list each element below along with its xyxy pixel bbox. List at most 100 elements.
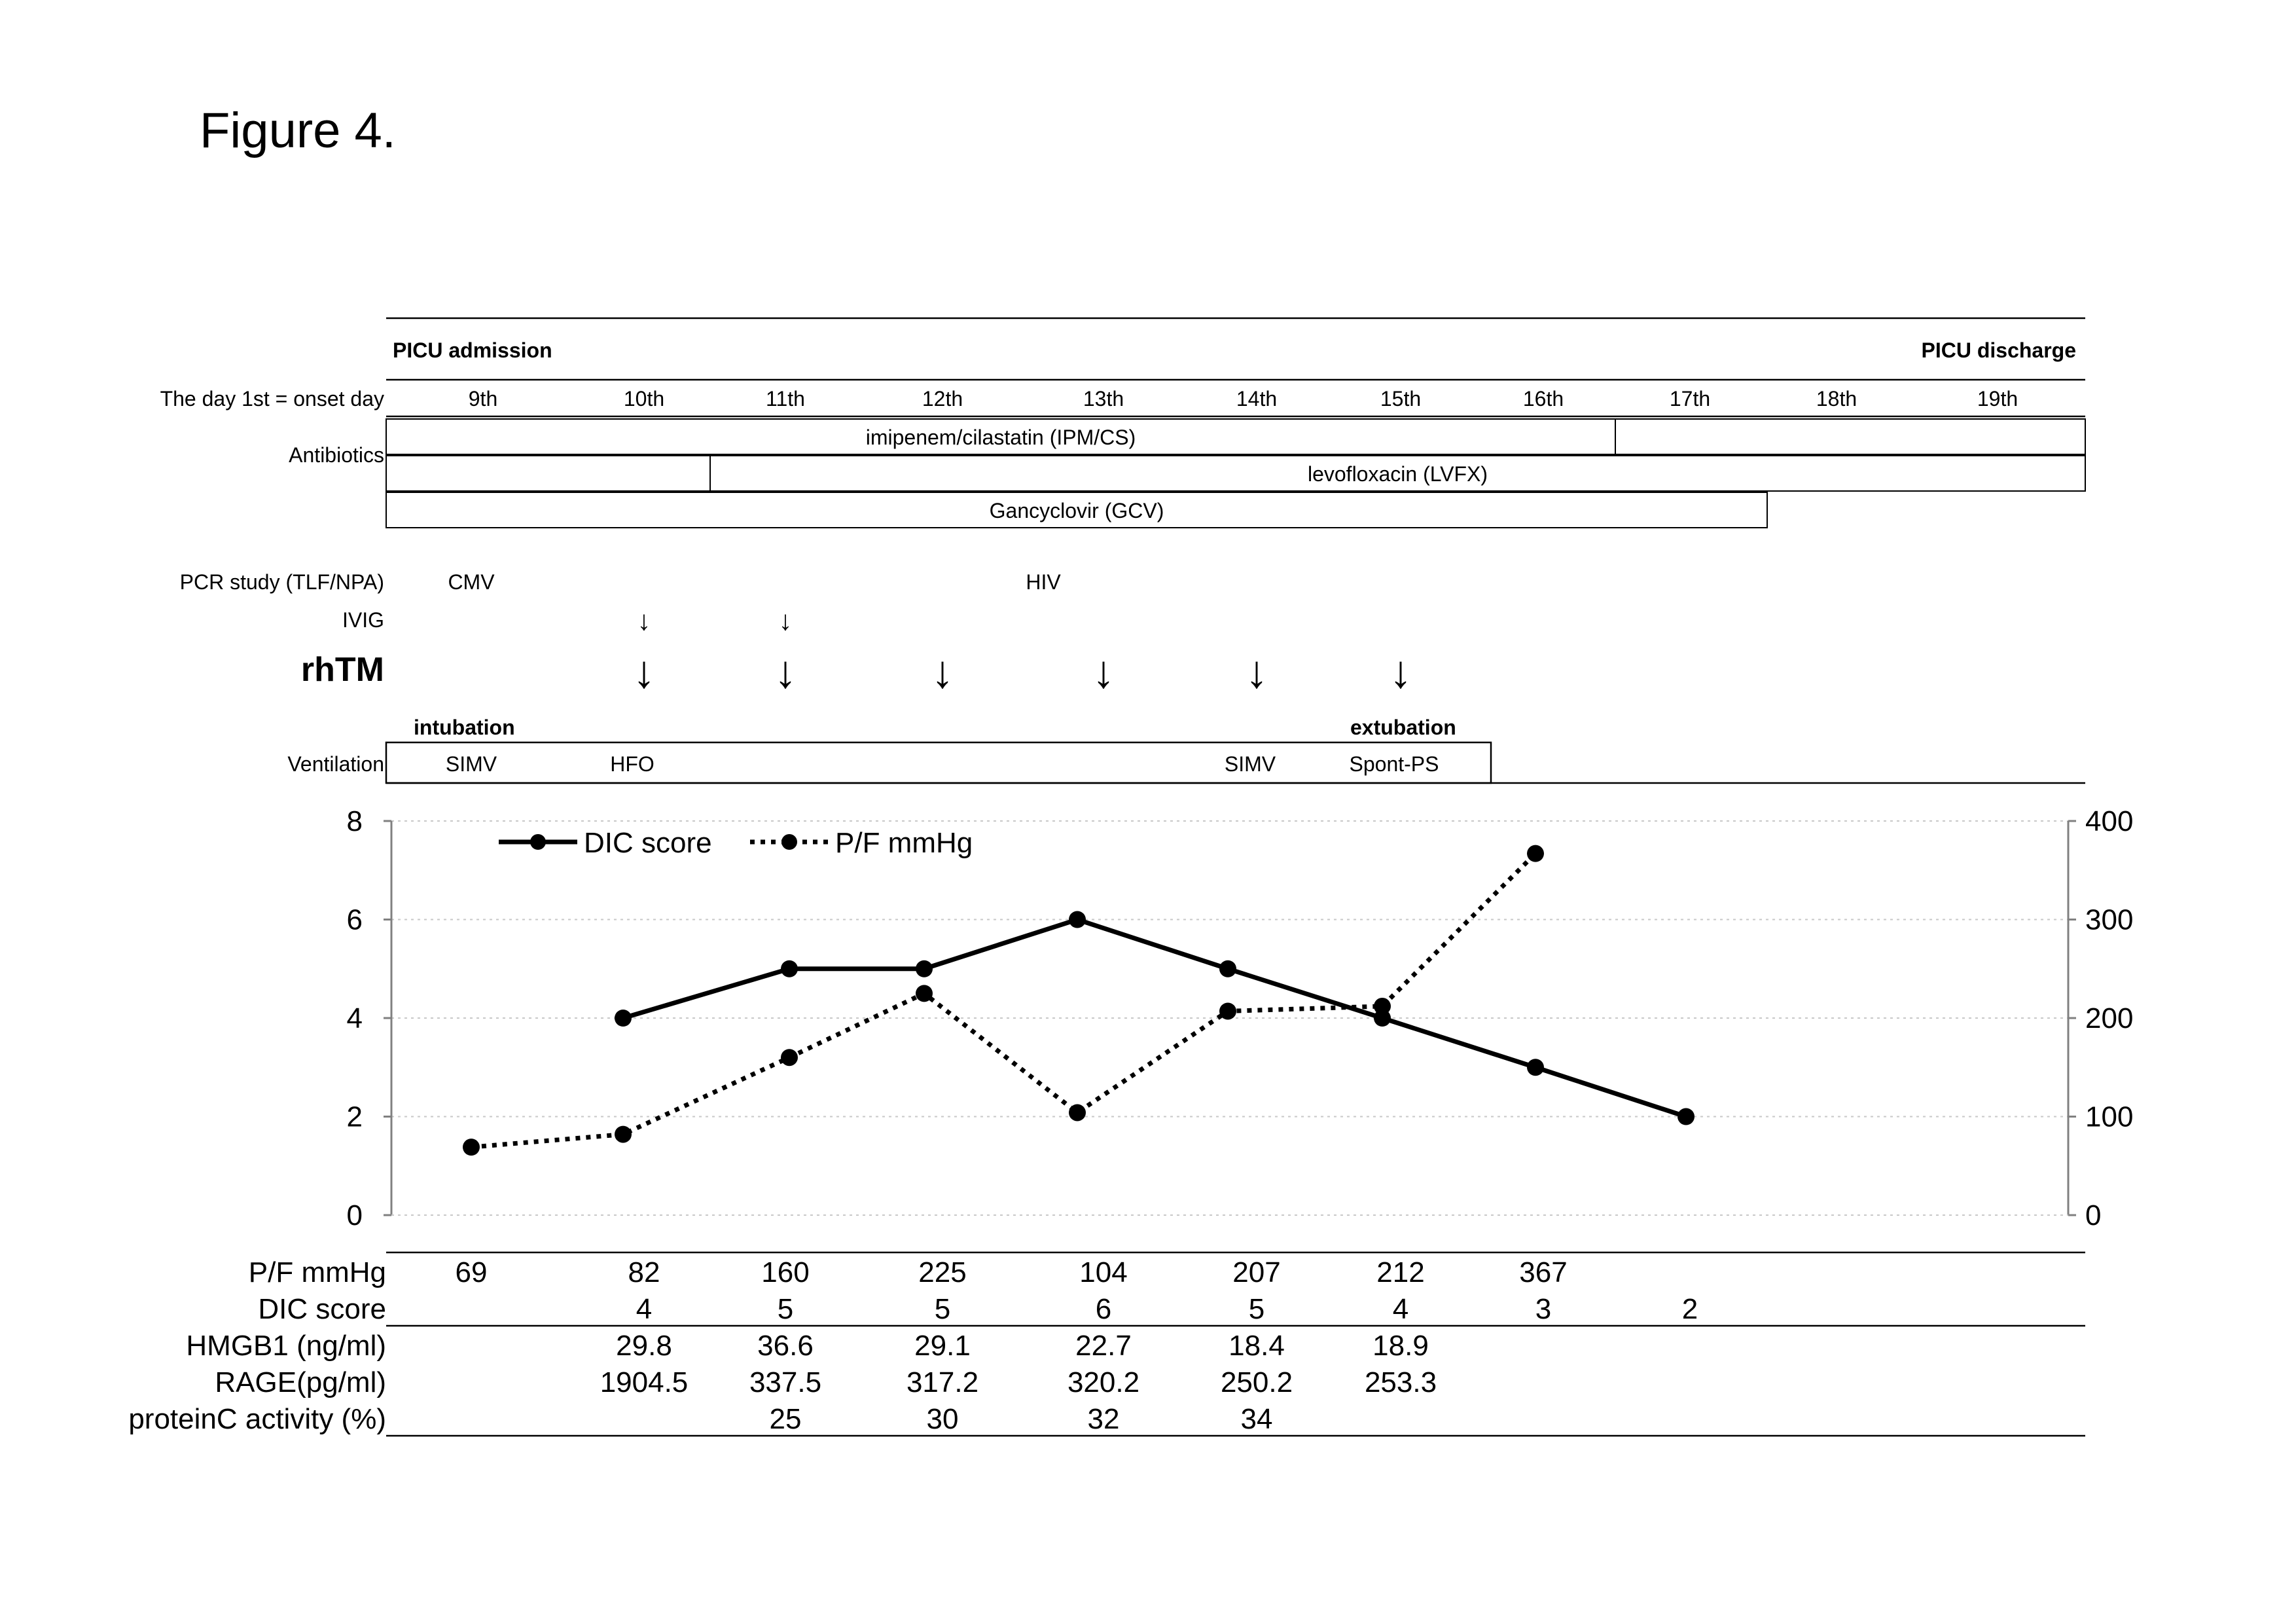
ventilation-mode: SIMV — [1225, 752, 1276, 776]
day-label-10th: 10th — [624, 387, 664, 410]
rhtm-arrow-icon: ↓ — [931, 646, 954, 697]
table-row-label: HMGB1 (ng/ml) — [186, 1330, 386, 1362]
picu-admission-label: PICU admission — [393, 338, 552, 362]
antibiotic-bar — [386, 492, 1768, 528]
legend-label: DIC score — [584, 827, 712, 859]
y-left-tick-label: 0 — [347, 1199, 363, 1231]
legend-label: P/F mmHg — [835, 827, 973, 859]
day-label-9th: 9th — [469, 387, 497, 410]
antibiotic-name: Gancyclovir (GCV) — [990, 499, 1164, 522]
pcr-label: PCR study (TLF/NPA) — [180, 570, 384, 594]
table-cell: 5 — [778, 1293, 793, 1325]
data-point — [615, 1125, 632, 1143]
pcr-entry: HIV — [1026, 570, 1061, 594]
data-point — [916, 960, 933, 977]
day-label-11th: 11th — [766, 387, 805, 410]
table-cell: 32 — [1088, 1403, 1120, 1435]
extubation-label: extubation — [1350, 716, 1456, 739]
figure-title: Figure 4. — [200, 103, 396, 158]
antibiotics-section: Antibiotics imipenem/cilastatin (IPM/CS)… — [289, 418, 2086, 528]
table-row-label: P/F mmHg — [249, 1256, 386, 1288]
ventilation-modes: SIMV HFO SIMV Spont-PS — [446, 752, 1439, 776]
table-cell: 5 — [1249, 1293, 1265, 1325]
day-label-16th: 16th — [1523, 387, 1564, 410]
table-cell: 250.2 — [1221, 1366, 1293, 1398]
ivig-arrows: ↓ ↓ — [637, 605, 793, 636]
table-cell: 317.2 — [906, 1366, 978, 1398]
table-cell: 5 — [935, 1293, 950, 1325]
data-point — [1374, 997, 1391, 1015]
table-cell: 4 — [1393, 1293, 1408, 1325]
antibiotic-bar-empty — [1615, 418, 2086, 455]
y-left-tick-label: 6 — [347, 904, 363, 936]
data-point — [1374, 1010, 1391, 1027]
y-right-tick-label: 100 — [2085, 1101, 2133, 1133]
rhtm-label: rhTM — [301, 651, 384, 689]
pcr-entries: CMV HIV — [448, 570, 1061, 594]
y-right-tick-label: 400 — [2085, 805, 2133, 837]
table-cell: 253.3 — [1365, 1366, 1437, 1398]
antibiotic-bar-empty — [386, 455, 711, 492]
table-cell: 6 — [1096, 1293, 1111, 1325]
day-label-14th: 14th — [1236, 387, 1277, 410]
rhtm-arrow-icon: ↓ — [1092, 646, 1115, 697]
table-row-label: DIC score — [258, 1293, 386, 1325]
day-label-17th: 17th — [1670, 387, 1710, 410]
table-cell: 69 — [456, 1256, 488, 1288]
table-cell: 18.4 — [1229, 1330, 1285, 1362]
ventilation-mode: SIMV — [446, 752, 497, 776]
data-point — [781, 1049, 798, 1067]
data-point — [916, 985, 933, 1002]
day-label-12th: 12th — [922, 387, 963, 410]
data-point — [1219, 960, 1236, 977]
day-label-13th: 13th — [1083, 387, 1124, 410]
data-point — [463, 1139, 480, 1156]
data-point — [1527, 1059, 1544, 1076]
y-left-tick-label: 8 — [347, 805, 363, 837]
table-cell: 29.1 — [914, 1330, 971, 1362]
table-cell: 212 — [1376, 1256, 1424, 1288]
ventilation-mode: HFO — [610, 752, 655, 776]
antibiotic-name: levofloxacin (LVFX) — [1308, 462, 1488, 486]
rhtm-arrow-icon: ↓ — [633, 646, 656, 697]
day-label-19th: 19th — [1977, 387, 2018, 410]
treatment-section: PCR study (TLF/NPA) CMV HIV IVIG ↓ ↓ rhTM … — [180, 570, 1412, 697]
ventilation-box — [385, 741, 1492, 784]
table-cell: 4 — [636, 1293, 652, 1325]
legend-marker — [530, 834, 546, 850]
table-cell: 207 — [1232, 1256, 1280, 1288]
table-cell: 25 — [770, 1403, 802, 1435]
data-point — [1219, 1002, 1236, 1020]
chart-axes: 0 2 4 6 8 0 100 200 300 400 — [347, 805, 2134, 1231]
day-label-15th: 15th — [1380, 387, 1421, 410]
y-left-tick-label: 4 — [347, 1002, 363, 1034]
ventilation-label: Ventilation — [287, 752, 384, 776]
y-right-tick-label: 300 — [2085, 904, 2133, 936]
table-cell: 104 — [1079, 1256, 1127, 1288]
day-labels: 9th 10th 11th 12th 13th 14th 15th 16th 17th 18th 1… — [469, 387, 2018, 410]
table-cell: 337.5 — [749, 1366, 821, 1398]
day-axis-label: The day 1st = onset day — [160, 387, 384, 410]
y-right-tick-label: 0 — [2085, 1199, 2101, 1231]
antibiotic-name: imipenem/cilastatin (IPM/CS) — [866, 426, 1136, 449]
chart-legend: DIC score P/F mmHg — [499, 827, 973, 859]
data-point — [1677, 1108, 1695, 1125]
table-cell: 82 — [628, 1256, 660, 1288]
antibiotics-label: Antibiotics — [289, 443, 384, 467]
ivig-arrow-icon: ↓ — [779, 605, 793, 636]
table-cell: 18.9 — [1372, 1330, 1429, 1362]
rhtm-arrow-icon: ↓ — [1246, 646, 1268, 697]
ivig-label: IVIG — [342, 608, 384, 632]
series-line-dic-score — [622, 917, 1687, 1119]
y-right-tick-label: 200 — [2085, 1002, 2133, 1034]
table-cell: 34 — [1241, 1403, 1273, 1435]
day-label-18th: 18th — [1816, 387, 1857, 410]
table-cell: 36.6 — [757, 1330, 814, 1362]
table-cell: 2 — [1682, 1293, 1698, 1325]
table-cell: 3 — [1535, 1293, 1551, 1325]
intubation-label: intubation — [414, 716, 515, 739]
ventilation-mode: Spont-PS — [1350, 752, 1439, 776]
line-chart: 0 2 4 6 8 0 100 200 300 400 DIC score P/F mmHg — [347, 805, 2134, 1231]
